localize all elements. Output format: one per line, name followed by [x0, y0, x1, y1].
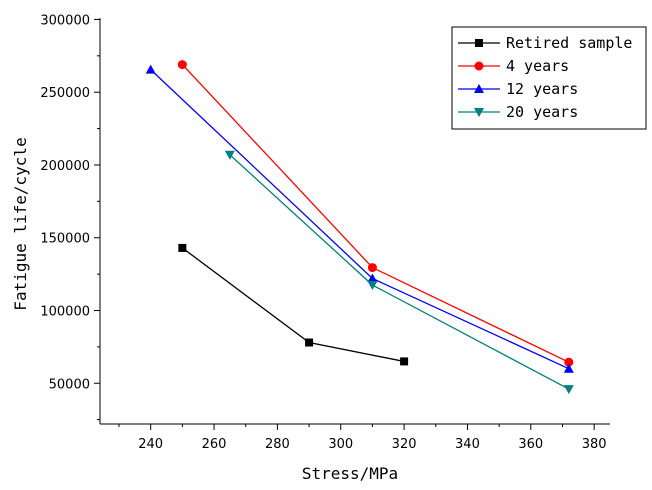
x-tick-label: 300	[328, 437, 353, 452]
data-point	[564, 357, 574, 367]
data-point	[177, 60, 187, 70]
x-tick-label: 320	[392, 437, 417, 452]
data-point	[563, 363, 574, 373]
legend-label: 20 years	[506, 103, 578, 121]
x-tick-label: 380	[582, 437, 607, 452]
data-point	[400, 357, 409, 366]
legend-item: 20 years	[458, 103, 578, 121]
y-tick-label: 300000	[40, 13, 90, 28]
legend-item: Retired sample	[458, 34, 632, 52]
series-12-years	[145, 64, 574, 373]
y-tick-label: 50000	[49, 377, 90, 392]
data-point	[145, 64, 156, 74]
data-point	[367, 281, 378, 291]
y-tick-label: 200000	[40, 159, 90, 174]
y-tick-label: 250000	[40, 86, 90, 101]
legend-item: 4 years	[458, 57, 569, 75]
legend: Retired sample 4 years 12 years 20 years	[451, 26, 647, 130]
x-tick-label: 240	[138, 437, 163, 452]
axes: 240 260 280 300 320 340 360 380 50000 100000 15000…	[40, 13, 610, 452]
x-tick-label: 360	[518, 437, 543, 452]
data-point	[563, 385, 574, 395]
x-tick-label: 340	[455, 437, 480, 452]
legend-marker	[474, 108, 484, 117]
legend-marker	[474, 61, 484, 71]
legend-label: 12 years	[506, 80, 578, 98]
legend-marker	[475, 39, 483, 47]
data-point	[224, 150, 235, 160]
legend-marker	[474, 84, 484, 93]
legend-item: 12 years	[458, 80, 578, 98]
data-point	[367, 273, 378, 283]
series-20-years	[224, 150, 574, 395]
data-point	[178, 243, 187, 252]
x-tick-label: 280	[265, 437, 290, 452]
plot-area	[145, 60, 574, 395]
x-tick-label: 260	[202, 437, 227, 452]
y-tick-label: 100000	[40, 304, 90, 319]
legend-label: Retired sample	[506, 34, 632, 52]
x-axis-title: Stress/MPa	[302, 464, 398, 483]
data-point	[367, 263, 377, 273]
y-tick-label: 150000	[40, 232, 90, 247]
series-retired-sample	[178, 243, 409, 366]
series-4-years	[177, 60, 574, 367]
series-line	[229, 154, 570, 390]
legend-label: 4 years	[506, 57, 569, 75]
data-point	[305, 338, 314, 347]
y-axis-title: Fatigue life/cycle	[11, 137, 30, 310]
